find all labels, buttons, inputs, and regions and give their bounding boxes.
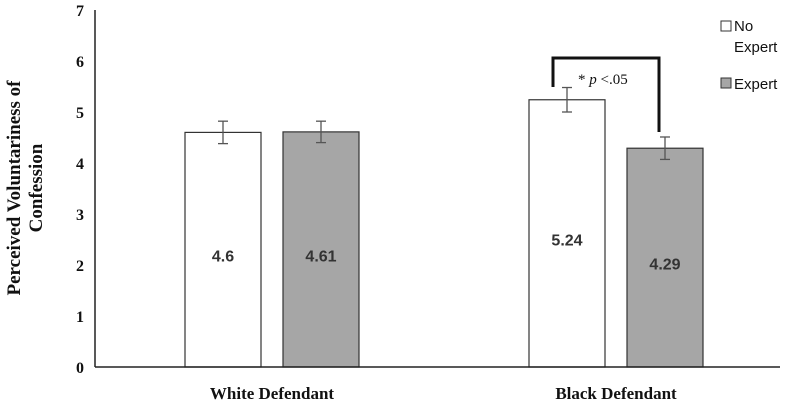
bars (184, 99, 704, 368)
y-tick-label-3: 3 (76, 207, 84, 224)
error-bars (218, 86, 670, 161)
y-tick-labels: 0 1 2 3 4 5 6 7 (76, 3, 84, 377)
y-tick-label-2: 2 (76, 258, 84, 275)
annotation-threshold: <.05 (601, 72, 628, 88)
y-axis-title-line-2: Confession (26, 143, 47, 232)
error-bar-no-expert-black (562, 86, 572, 113)
legend-label-expert: Expert (734, 76, 778, 93)
y-tick-label-6: 6 (76, 54, 84, 71)
y-tick-label-1: 1 (76, 309, 84, 326)
bar-expert-white (282, 131, 360, 368)
y-tick-label-7: 7 (76, 3, 84, 20)
significance-annotation: * p <.05 (578, 72, 628, 88)
legend-swatch-no-expert (720, 20, 732, 32)
y-tick-label-4: 4 (76, 156, 84, 173)
bar-no-expert-white (184, 131, 262, 368)
legend-label-no-expert-line-2: Expert (734, 39, 778, 56)
annotation-p: p (588, 72, 597, 88)
error-bar-no-expert-white (218, 120, 228, 145)
y-tick-label-5: 5 (76, 105, 84, 122)
annotation-star: * (578, 72, 586, 88)
error-bar-expert-black (660, 136, 670, 161)
category-label-black: Black Defendant (555, 384, 677, 403)
data-label-no-expert-white: 4.6 (212, 249, 234, 266)
data-label-expert-white: 4.61 (305, 248, 336, 265)
legend-label-no-expert-line-1: No (734, 18, 753, 35)
significance-bracket (551, 56, 661, 132)
error-bar-expert-white (316, 120, 326, 144)
y-tick-label-0: 0 (76, 360, 84, 377)
category-label-white: White Defendant (210, 384, 335, 403)
data-label-no-expert-black: 5.24 (551, 232, 582, 249)
data-labels: 4.6 4.61 5.24 4.29 (212, 232, 681, 273)
legend-swatch-expert (720, 77, 732, 89)
bar-expert-black (626, 147, 704, 368)
data-label-expert-black: 4.29 (649, 257, 680, 274)
y-axis-title-line-1: Perceived Voluntariness of (4, 80, 25, 296)
